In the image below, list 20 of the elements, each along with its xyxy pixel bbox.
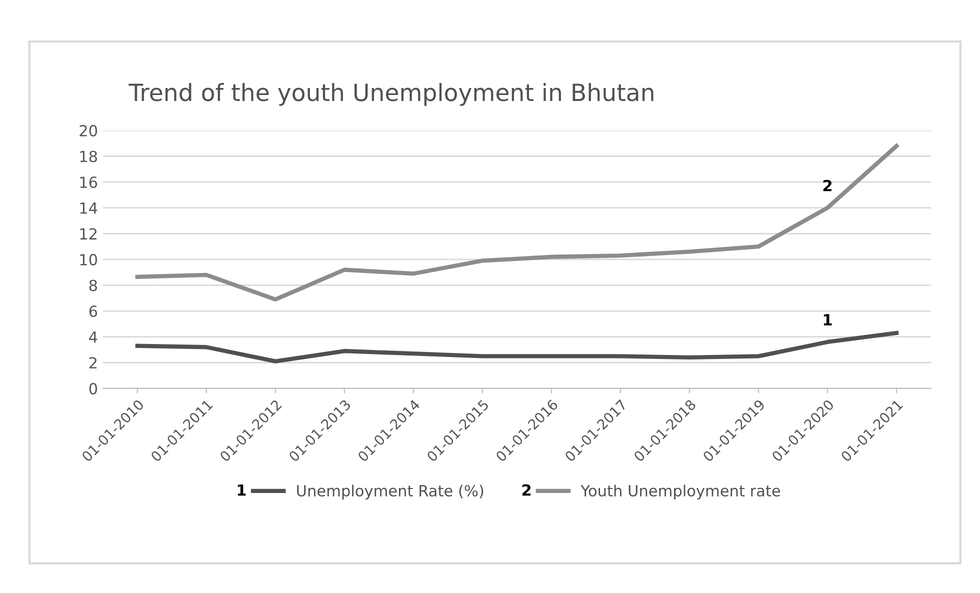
- y-tick-label: 12: [80, 228, 97, 240]
- line-series: [135, 144, 899, 302]
- chart-title: Trend of the youth Unemployment in Bhutan: [128, 83, 654, 106]
- y-tick-label: 16: [80, 176, 98, 188]
- legend-label: Unemployment Rate (%): [297, 484, 484, 500]
- y-tick-label: 10: [80, 254, 98, 266]
- y-tick-label: 6: [89, 305, 98, 318]
- annotation: 2: [823, 180, 832, 192]
- y-tick-label: 8: [89, 280, 97, 292]
- text: 2: [522, 484, 531, 496]
- text: 1: [238, 484, 246, 496]
- line-series: [135, 330, 899, 364]
- y-tick-label: 14: [80, 202, 98, 214]
- y-tick-label: 2: [89, 357, 97, 368]
- legend-label: Youth Unemployment rate: [580, 484, 780, 500]
- y-tick-label: 20: [80, 124, 98, 136]
- y-tick-label: 18: [80, 150, 97, 162]
- y-tick-label: 4: [89, 331, 98, 343]
- y-tick-label: 0: [89, 382, 98, 394]
- annotation: 1: [824, 314, 832, 326]
